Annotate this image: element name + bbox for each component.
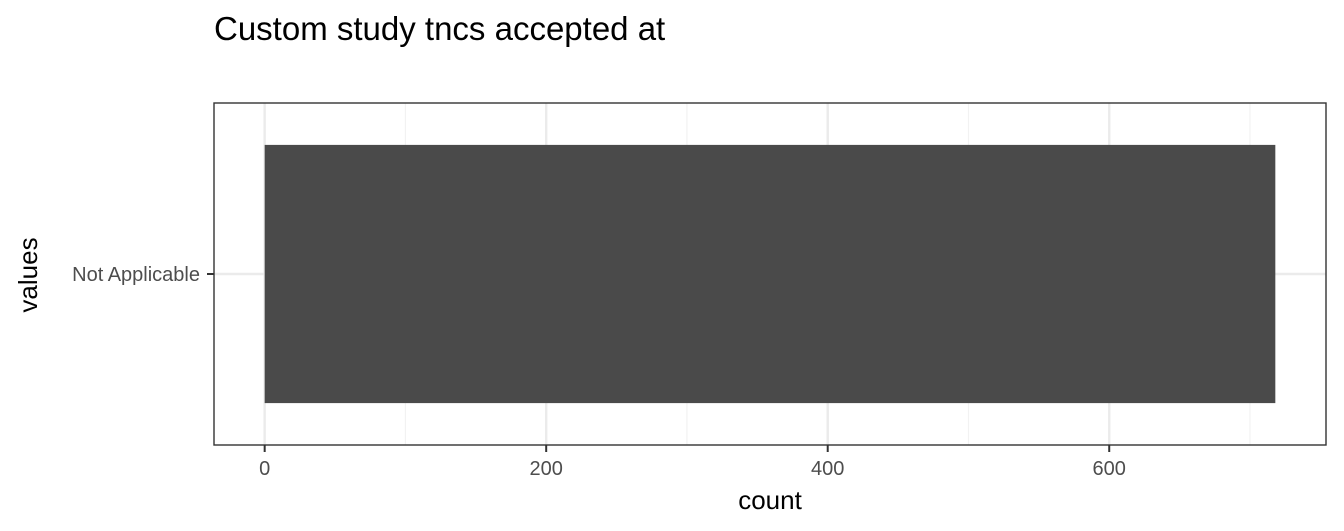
chart-title: Custom study tncs accepted at	[214, 10, 665, 47]
y-axis-title: values	[13, 237, 43, 312]
x-tick-label: 200	[530, 458, 563, 480]
plot-panel	[213, 102, 1327, 446]
x-tick-label: 400	[811, 458, 844, 480]
y-axis: Not Applicable	[72, 264, 214, 286]
x-axis-title: count	[738, 485, 802, 515]
x-axis: 0 200 400 600	[259, 445, 1126, 480]
x-tick-label: 600	[1093, 458, 1126, 480]
x-tick-label: 0	[259, 458, 270, 480]
bar	[264, 144, 1276, 404]
bars	[264, 144, 1276, 404]
y-tick-label: Not Applicable	[72, 264, 200, 286]
